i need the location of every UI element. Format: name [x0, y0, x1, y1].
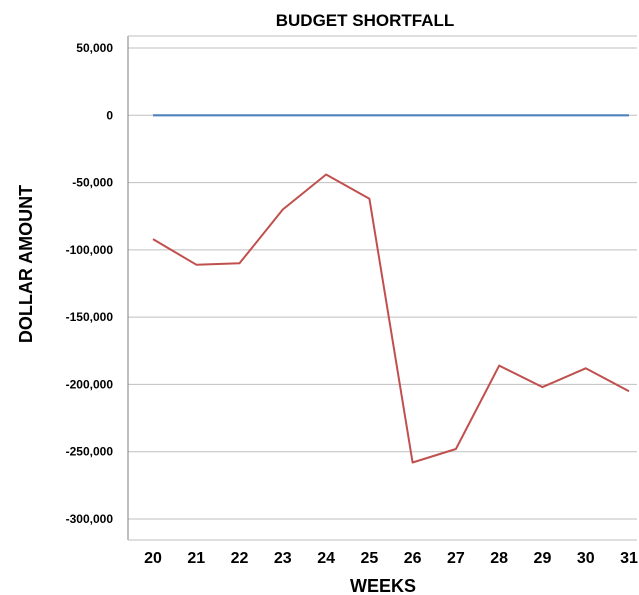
x-tick-label: 24 — [317, 550, 335, 567]
x-tick-label: 20 — [144, 550, 162, 567]
x-tick-label: 22 — [231, 550, 249, 567]
x-tick-label: 30 — [577, 550, 595, 567]
series-line-shortfall — [152, 173, 630, 464]
y-tick-label: -100,000 — [66, 243, 114, 257]
y-tick-label: -300,000 — [66, 512, 114, 526]
y-tick-label: 50,000 — [76, 41, 113, 55]
y-axis-title: DOLLAR AMOUNT — [16, 185, 36, 343]
x-tick-label: 28 — [490, 550, 508, 567]
x-tick-label: 31 — [620, 550, 638, 567]
x-tick-label: 27 — [447, 550, 465, 567]
plot-area: 50,000 0 -50,000 -100,000 -150,000 -200,000 -2… — [66, 35, 638, 567]
x-tick-label: 26 — [404, 550, 422, 567]
chart-title: BUDGET SHORTFALL — [276, 11, 455, 30]
x-tick-label: 29 — [534, 550, 552, 567]
y-tick-label: -200,000 — [66, 377, 114, 391]
y-tick-label: -250,000 — [66, 445, 114, 459]
x-tick-label: 23 — [274, 550, 292, 567]
x-axis-title: WEEKS — [350, 576, 416, 595]
x-tick-label: 25 — [360, 550, 378, 567]
y-tick-label: -50,000 — [72, 176, 113, 190]
y-tick-label: -150,000 — [66, 310, 114, 324]
y-tick-label: 0 — [106, 108, 113, 122]
x-tick-label: 21 — [187, 550, 205, 567]
